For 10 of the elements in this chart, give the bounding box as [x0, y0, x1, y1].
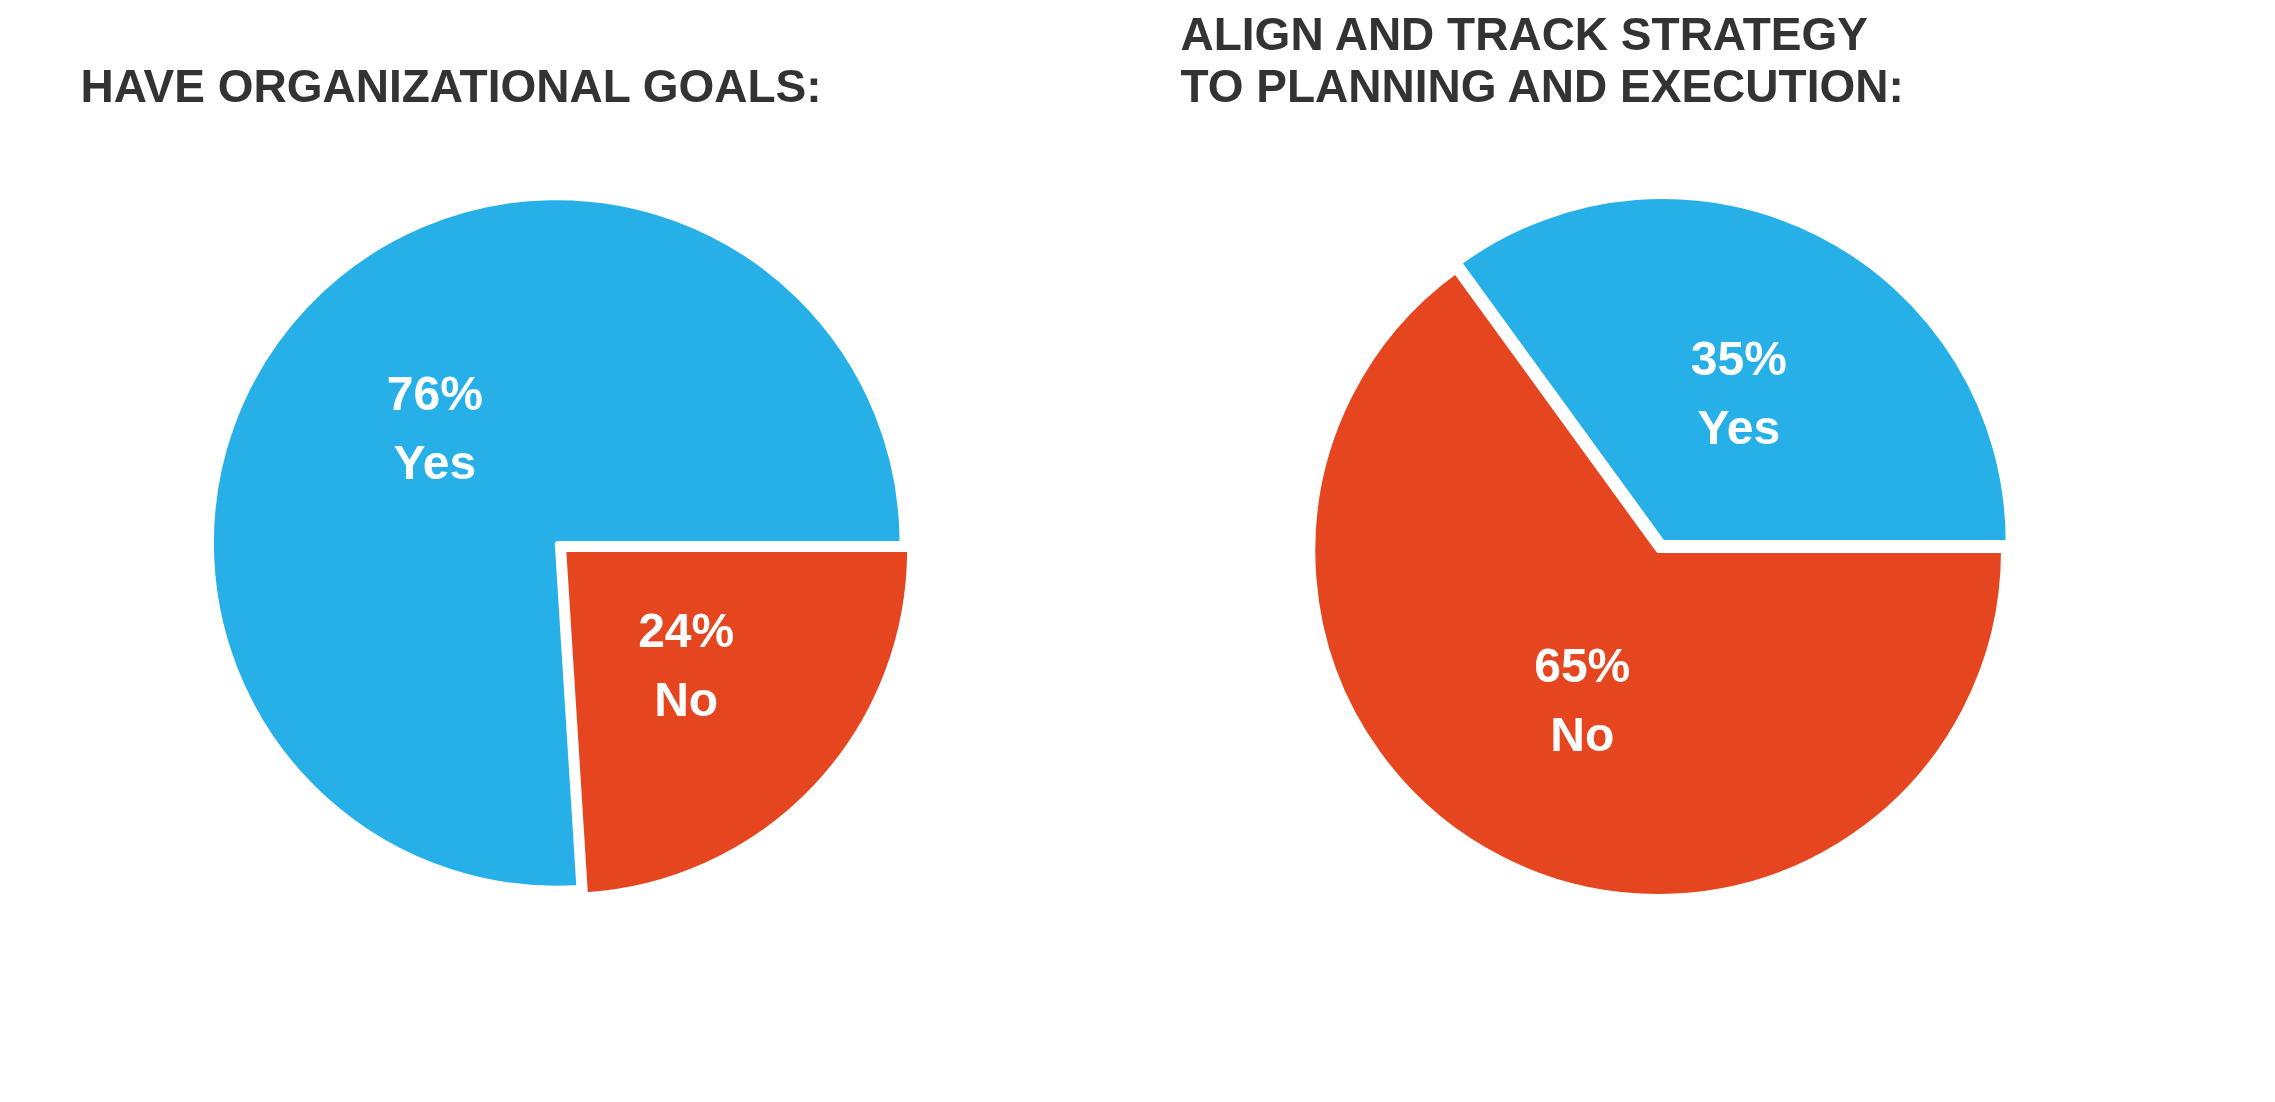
chart-title: HAVE ORGANIZATIONAL GOALS:: [80, 59, 822, 112]
slice-label: No: [1550, 708, 1615, 762]
data-label: 35%: [1690, 331, 1787, 385]
data-label: 24%: [638, 603, 735, 657]
slice-label: No: [654, 672, 719, 726]
data-label: 76%: [386, 367, 483, 421]
chart-title: ALIGN AND TRACK STRATEGY TO PLANNING AND EXECUTION:: [1180, 7, 1904, 112]
slice-label: Yes: [1697, 400, 1781, 454]
data-label: 65%: [1534, 639, 1631, 693]
slice-label: Yes: [393, 436, 477, 490]
